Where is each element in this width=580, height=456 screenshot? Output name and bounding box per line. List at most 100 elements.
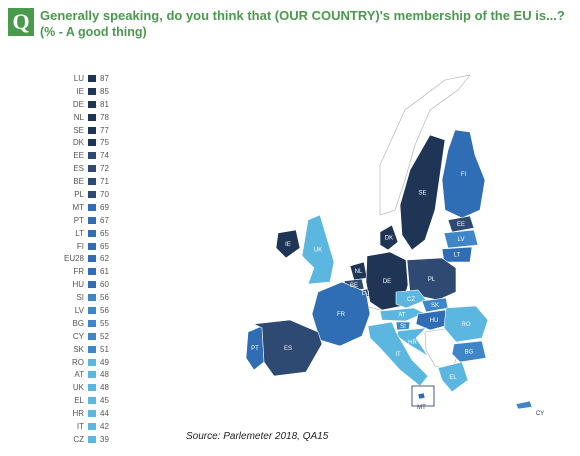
country-value: 69 <box>100 202 109 212</box>
country-row: LU 87 <box>50 73 130 86</box>
value-swatch <box>88 178 96 186</box>
value-swatch <box>88 191 96 199</box>
value-swatch <box>88 294 96 302</box>
map-label-mt: MT <box>417 405 426 411</box>
value-swatch <box>88 332 96 340</box>
country-code: LU <box>73 74 84 83</box>
country-value: 45 <box>100 396 109 406</box>
country-row: SK 51 <box>50 344 130 357</box>
country-value: 44 <box>100 409 109 419</box>
chart-subtitle: (% - A good thing) <box>40 25 147 39</box>
value-swatch <box>88 126 96 134</box>
country-value: 51 <box>100 344 109 354</box>
country-code: MT <box>72 202 84 212</box>
map-label-pl: PL <box>428 277 436 283</box>
country-row: EL 45 <box>50 395 130 408</box>
country-code: EL <box>74 396 84 406</box>
malta-inset-frame <box>411 385 435 407</box>
map-label-hu: HU <box>430 318 439 324</box>
value-swatch <box>88 100 96 108</box>
country-value: 87 <box>100 74 109 83</box>
value-swatch <box>88 397 96 405</box>
value-swatch <box>88 87 96 95</box>
country-row: DK 75 <box>50 137 130 150</box>
country-ro <box>443 305 489 343</box>
country-el <box>437 361 469 393</box>
country-code: IT <box>76 422 84 432</box>
country-code: ES <box>73 164 84 174</box>
country-value: 77 <box>100 125 109 135</box>
country-code: HU <box>72 280 84 290</box>
country-value-list: LU 87 IE 85 DE 81 NL 78 SE 77 DK 75 EE 74 ES 72 BE 71 PL 70… <box>50 73 130 447</box>
value-swatch <box>88 229 96 237</box>
map-label-si: SI <box>400 324 406 330</box>
country-code: UK <box>72 383 84 393</box>
country-row: LT 65 <box>50 228 130 241</box>
country-value: 39 <box>100 434 109 444</box>
value-swatch <box>88 371 96 379</box>
country-value: 52 <box>100 331 109 341</box>
europe-map: FI SE EE LV LT DK IE UK NL BE LU DE PL CZ SK AT HU SI HR RO… <box>245 74 544 417</box>
value-swatch <box>88 410 96 418</box>
country-value: 62 <box>100 254 109 264</box>
country-row: ES 72 <box>50 163 130 176</box>
non-eu-norway <box>379 74 471 216</box>
source-note: Source: Parlemeter 2018, QA15 <box>186 431 329 442</box>
country-value: 71 <box>100 177 109 187</box>
map-label-es: ES <box>284 346 292 352</box>
country-code: CZ <box>73 434 84 444</box>
country-value: 70 <box>100 190 109 200</box>
country-code: FR <box>73 267 84 277</box>
country-code: PL <box>74 190 84 200</box>
country-row: UK 48 <box>50 382 130 395</box>
country-cy <box>515 400 533 410</box>
country-value: 75 <box>100 138 109 148</box>
country-fi <box>441 129 486 219</box>
country-row: IT 42 <box>50 421 130 434</box>
value-swatch <box>88 319 96 327</box>
country-row: IE 85 <box>50 86 130 99</box>
value-swatch <box>88 165 96 173</box>
map-label-bg: BG <box>465 350 474 356</box>
map-label-at: AT <box>398 313 406 319</box>
country-value: 48 <box>100 383 109 393</box>
country-value: 60 <box>100 280 109 290</box>
country-code: BG <box>72 318 84 328</box>
value-swatch <box>88 435 96 443</box>
map-label-ie: IE <box>285 242 291 248</box>
country-value: 61 <box>100 267 109 277</box>
country-row: NL 78 <box>50 112 130 125</box>
country-code: LT <box>75 228 84 238</box>
map-label-nl: NL <box>355 269 363 275</box>
country-code: LV <box>74 306 84 316</box>
country-row: CZ 39 <box>50 434 130 447</box>
country-cz <box>395 289 427 309</box>
country-value: 56 <box>100 293 109 303</box>
map-label-fr: FR <box>337 312 346 318</box>
country-value: 65 <box>100 228 109 238</box>
country-row: EU28 62 <box>50 253 130 266</box>
country-row: FI 65 <box>50 241 130 254</box>
country-value: 74 <box>100 151 109 161</box>
country-code: NL <box>73 112 84 122</box>
country-value: 42 <box>100 422 109 432</box>
value-swatch <box>88 307 96 315</box>
value-swatch <box>88 423 96 431</box>
map-label-sk: SK <box>431 303 439 309</box>
map-label-hr: HR <box>408 340 417 346</box>
value-swatch <box>88 281 96 289</box>
country-value: 72 <box>100 164 109 174</box>
country-row: HU 60 <box>50 279 130 292</box>
value-swatch <box>88 268 96 276</box>
country-value: 78 <box>100 112 109 122</box>
country-row: BE 71 <box>50 176 130 189</box>
country-value: 55 <box>100 318 109 328</box>
chart-title: Generally speaking, do you think that (O… <box>40 8 565 23</box>
country-dk <box>379 224 399 251</box>
country-se <box>399 134 446 251</box>
country-value: 67 <box>100 215 109 225</box>
country-ee <box>447 215 475 233</box>
value-swatch <box>88 384 96 392</box>
country-value: 48 <box>100 370 109 380</box>
map-label-se: SE <box>418 191 426 197</box>
